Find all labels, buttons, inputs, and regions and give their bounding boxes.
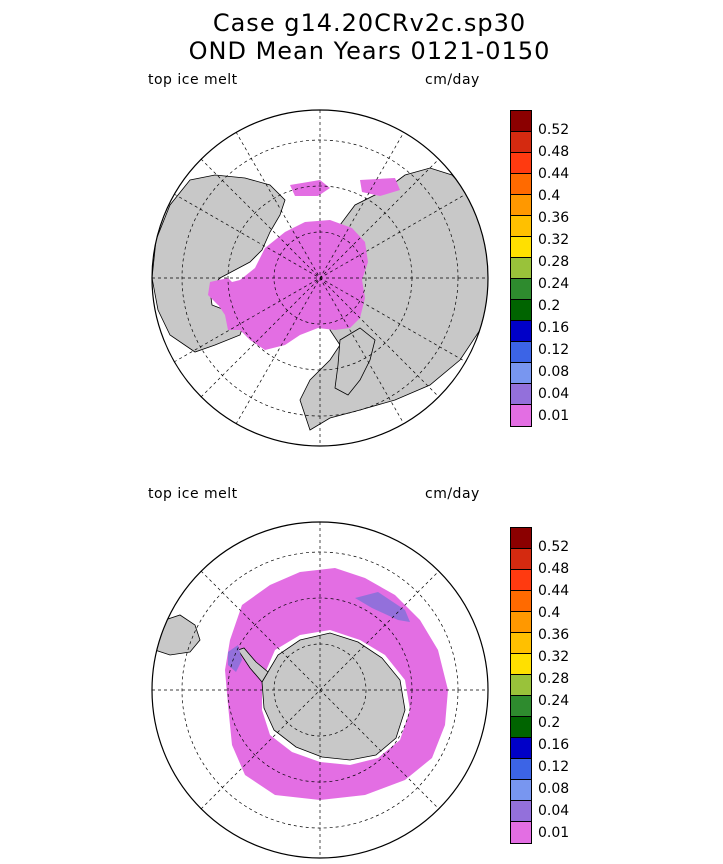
- south-colorbar-tick-label: 0.24: [538, 693, 570, 709]
- south-colorbar-swatch: [511, 591, 531, 612]
- north-map-border: [151, 109, 489, 447]
- north-colorbar-tick-label: 0.36: [538, 210, 570, 226]
- figure-title-period: OND Mean Years 0121-0150: [188, 37, 551, 65]
- south-colorbar-tick-label: 0.52: [538, 539, 570, 555]
- south-colorbar-tick-label: 0.2: [538, 715, 561, 731]
- south-land-antarctica: [261, 632, 406, 761]
- north-colorbar-swatch: [511, 384, 531, 405]
- south-ice-melt-patch-east: [355, 592, 410, 622]
- south-colorbar-tick-label: 0.01: [538, 825, 570, 841]
- north-colorbar-swatch: [511, 111, 531, 132]
- north-colorbar-swatch: [511, 300, 531, 321]
- south-colorbar-swatch: [511, 654, 531, 675]
- north-colorbar-tick-label: 0.01: [538, 408, 570, 424]
- south-colorbar-tick-label: 0.48: [538, 561, 570, 577]
- south-colorbar-swatch: [511, 822, 531, 843]
- north-ice-melt-hudson: [208, 278, 240, 305]
- north-colorbar-swatch: [511, 237, 531, 258]
- south-colorbar-swatch: [511, 717, 531, 738]
- south-graticule: [152, 522, 488, 858]
- north-colorbar-swatch: [511, 342, 531, 363]
- north-colorbar-swatch: [511, 195, 531, 216]
- south-map-border: [151, 521, 489, 859]
- north-colorbar-swatch: [511, 279, 531, 300]
- south-colorbar: [510, 527, 532, 844]
- south-field-label: top ice melt: [148, 486, 238, 502]
- north-colorbar-swatch: [511, 216, 531, 237]
- north-ice-melt-arctic: [215, 220, 368, 350]
- south-colorbar-tick-label: 0.36: [538, 627, 570, 643]
- north-colorbar-swatch: [511, 363, 531, 384]
- north-land-scandinavia: [334, 327, 376, 396]
- south-colorbar-swatch: [511, 612, 531, 633]
- south-colorbar-swatch: [511, 759, 531, 780]
- north-colorbar-swatch: [511, 132, 531, 153]
- south-colorbar-swatch: [511, 675, 531, 696]
- north-colorbar-tick-label: 0.28: [538, 254, 570, 270]
- south-colorbar-swatch: [511, 696, 531, 717]
- north-colorbar-swatch: [511, 153, 531, 174]
- south-colorbar-tick-label: 0.12: [538, 759, 570, 775]
- north-colorbar-swatch: [511, 321, 531, 342]
- south-ice-melt-ring: [225, 568, 448, 800]
- north-colorbar-tick-label: 0.48: [538, 144, 570, 160]
- figure-title-case: Case g14.20CRv2c.sp30: [212, 9, 527, 37]
- north-colorbar-tick-label: 0.12: [538, 342, 570, 358]
- south-colorbar-tick-label: 0.04: [538, 803, 570, 819]
- north-colorbar-tick-label: 0.24: [538, 276, 570, 292]
- north-colorbar-tick-label: 0.52: [538, 122, 570, 138]
- north-colorbar-tick-label: 0.08: [538, 364, 570, 380]
- north-polar-map: [152, 110, 488, 446]
- south-colorbar-tick-label: 0.44: [538, 583, 570, 599]
- south-colorbar-tick-label: 0.08: [538, 781, 570, 797]
- south-colorbar-tick-label: 0.4: [538, 605, 561, 621]
- north-colorbar-tick-label: 0.04: [538, 386, 570, 402]
- south-colorbar-swatch: [511, 549, 531, 570]
- south-colorbar-swatch: [511, 528, 531, 549]
- north-ice-melt-barents: [290, 178, 400, 196]
- south-colorbar-swatch: [511, 633, 531, 654]
- north-colorbar-tick-label: 0.44: [538, 166, 570, 182]
- north-graticule: [152, 110, 488, 446]
- north-colorbar-tick-label: 0.4: [538, 188, 561, 204]
- north-units-label: cm/day: [425, 72, 480, 88]
- south-colorbar-tick-label: 0.16: [538, 737, 570, 753]
- south-colorbar-swatch: [511, 570, 531, 591]
- north-colorbar-swatch: [511, 258, 531, 279]
- north-field-label: top ice melt: [148, 72, 238, 88]
- south-colorbar-swatch: [511, 780, 531, 801]
- north-colorbar-tick-label: 0.16: [538, 320, 570, 336]
- north-colorbar: [510, 110, 532, 427]
- south-colorbar-swatch: [511, 801, 531, 822]
- north-colorbar-tick-label: 0.2: [538, 298, 561, 314]
- south-colorbar-tick-label: 0.32: [538, 649, 570, 665]
- south-colorbar-swatch: [511, 738, 531, 759]
- north-colorbar-swatch: [511, 174, 531, 195]
- south-land-peninsula: [237, 647, 269, 683]
- south-units-label: cm/day: [425, 486, 480, 502]
- north-colorbar-tick-label: 0.32: [538, 232, 570, 248]
- south-colorbar-tick-label: 0.28: [538, 671, 570, 687]
- north-colorbar-swatch: [511, 405, 531, 426]
- south-polar-map: [152, 522, 488, 858]
